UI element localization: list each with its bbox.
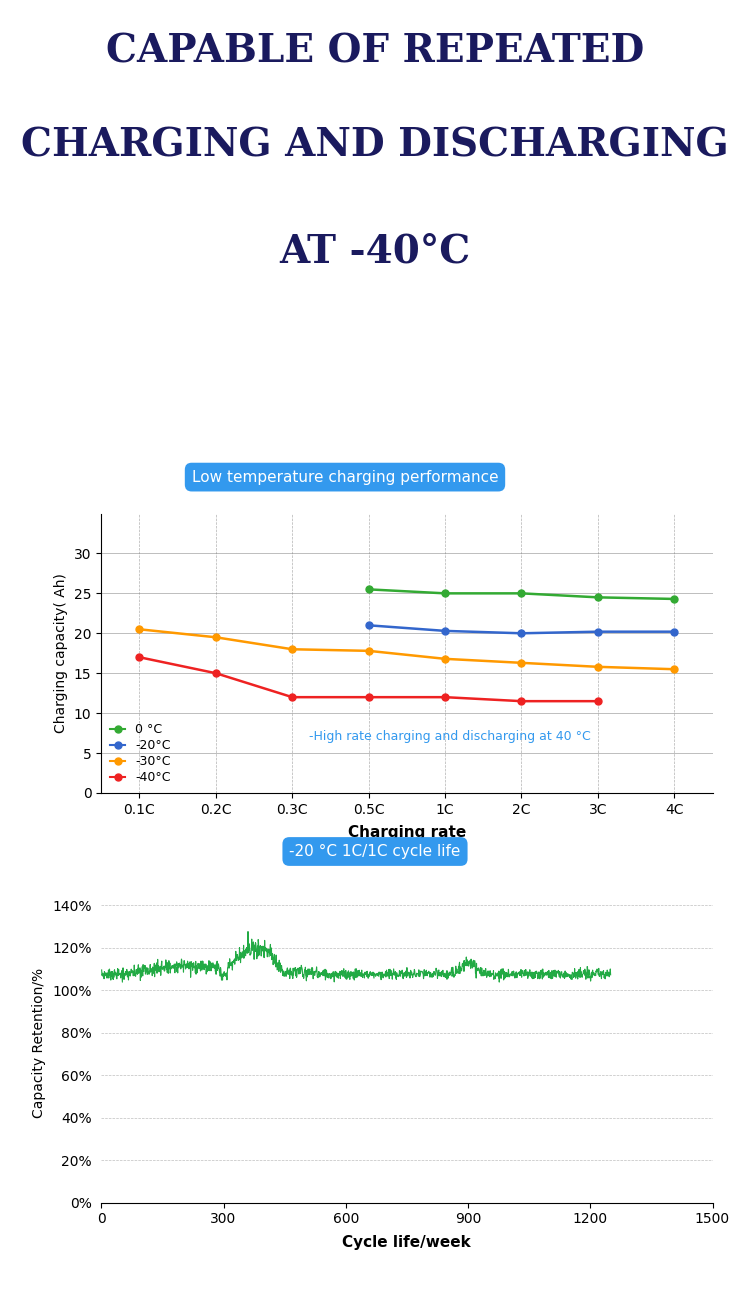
X-axis label: Charging rate: Charging rate bbox=[348, 826, 466, 840]
Text: AT -40°C: AT -40°C bbox=[279, 233, 471, 270]
Text: Low temperature charging performance: Low temperature charging performance bbox=[192, 469, 498, 485]
Text: -20 °C 1C/1C cycle life: -20 °C 1C/1C cycle life bbox=[290, 844, 460, 859]
X-axis label: Cycle life/week: Cycle life/week bbox=[343, 1235, 471, 1249]
Text: CHARGING AND DISCHARGING: CHARGING AND DISCHARGING bbox=[21, 126, 729, 164]
Text: CAPABLE OF REPEATED: CAPABLE OF REPEATED bbox=[106, 32, 644, 70]
Y-axis label: Capacity Retention/%: Capacity Retention/% bbox=[32, 968, 46, 1118]
Text: -High rate charging and discharging at 40 °C: -High rate charging and discharging at 4… bbox=[309, 729, 591, 742]
Legend: 0 °C, -20°C, -30°C, -40°C: 0 °C, -20°C, -30°C, -40°C bbox=[107, 720, 173, 786]
Y-axis label: Charging capacity( Ah): Charging capacity( Ah) bbox=[54, 573, 68, 733]
